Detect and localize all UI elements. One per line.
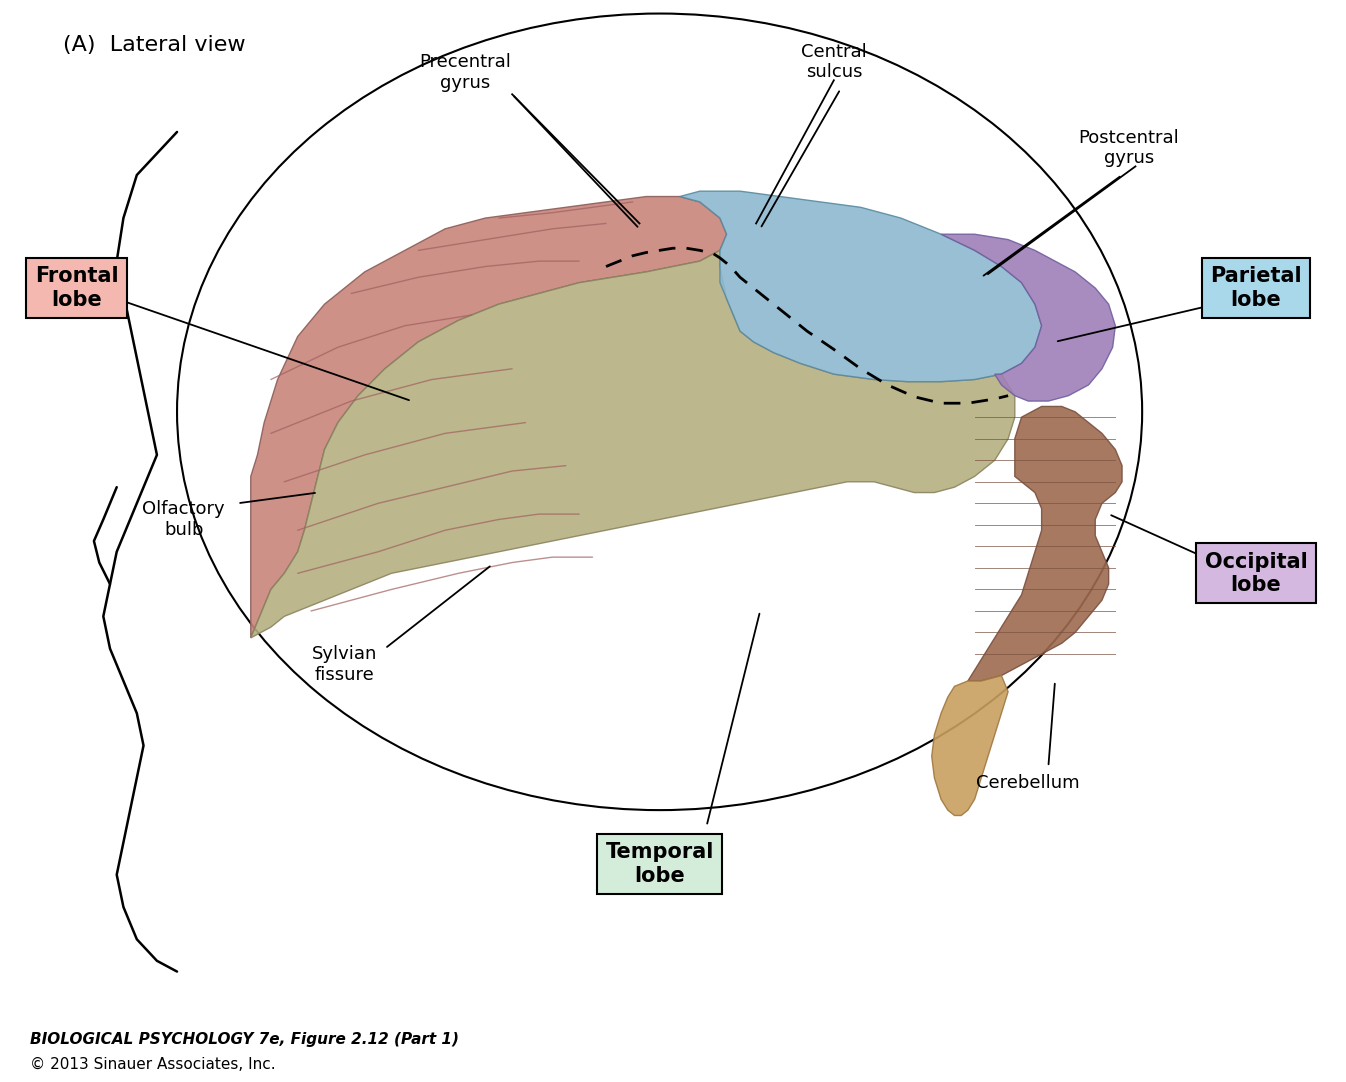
PathPatch shape — [931, 675, 1008, 816]
PathPatch shape — [968, 407, 1123, 681]
PathPatch shape — [250, 250, 1015, 638]
PathPatch shape — [250, 197, 727, 638]
Text: Cerebellum: Cerebellum — [976, 775, 1079, 792]
Text: © 2013 Sinauer Associates, Inc.: © 2013 Sinauer Associates, Inc. — [30, 1057, 275, 1071]
Text: BIOLOGICAL PSYCHOLOGY 7e, Figure 2.12 (Part 1): BIOLOGICAL PSYCHOLOGY 7e, Figure 2.12 (P… — [30, 1032, 459, 1047]
Text: Postcentral
gyrus: Postcentral gyrus — [1078, 129, 1179, 168]
Text: Olfactory
bulb: Olfactory bulb — [143, 500, 225, 539]
PathPatch shape — [941, 234, 1116, 401]
PathPatch shape — [680, 192, 1042, 382]
Text: (A)  Lateral view: (A) Lateral view — [63, 35, 246, 55]
Text: Occipital
lobe: Occipital lobe — [1205, 552, 1307, 595]
Text: Central
sulcus: Central sulcus — [801, 42, 867, 81]
Text: Temporal
lobe: Temporal lobe — [606, 842, 713, 885]
Text: Frontal
lobe: Frontal lobe — [35, 266, 118, 309]
Text: Parietal
lobe: Parietal lobe — [1210, 266, 1302, 309]
Text: Sylvian
fissure: Sylvian fissure — [312, 645, 377, 684]
Text: Precentral
gyrus: Precentral gyrus — [420, 53, 511, 92]
